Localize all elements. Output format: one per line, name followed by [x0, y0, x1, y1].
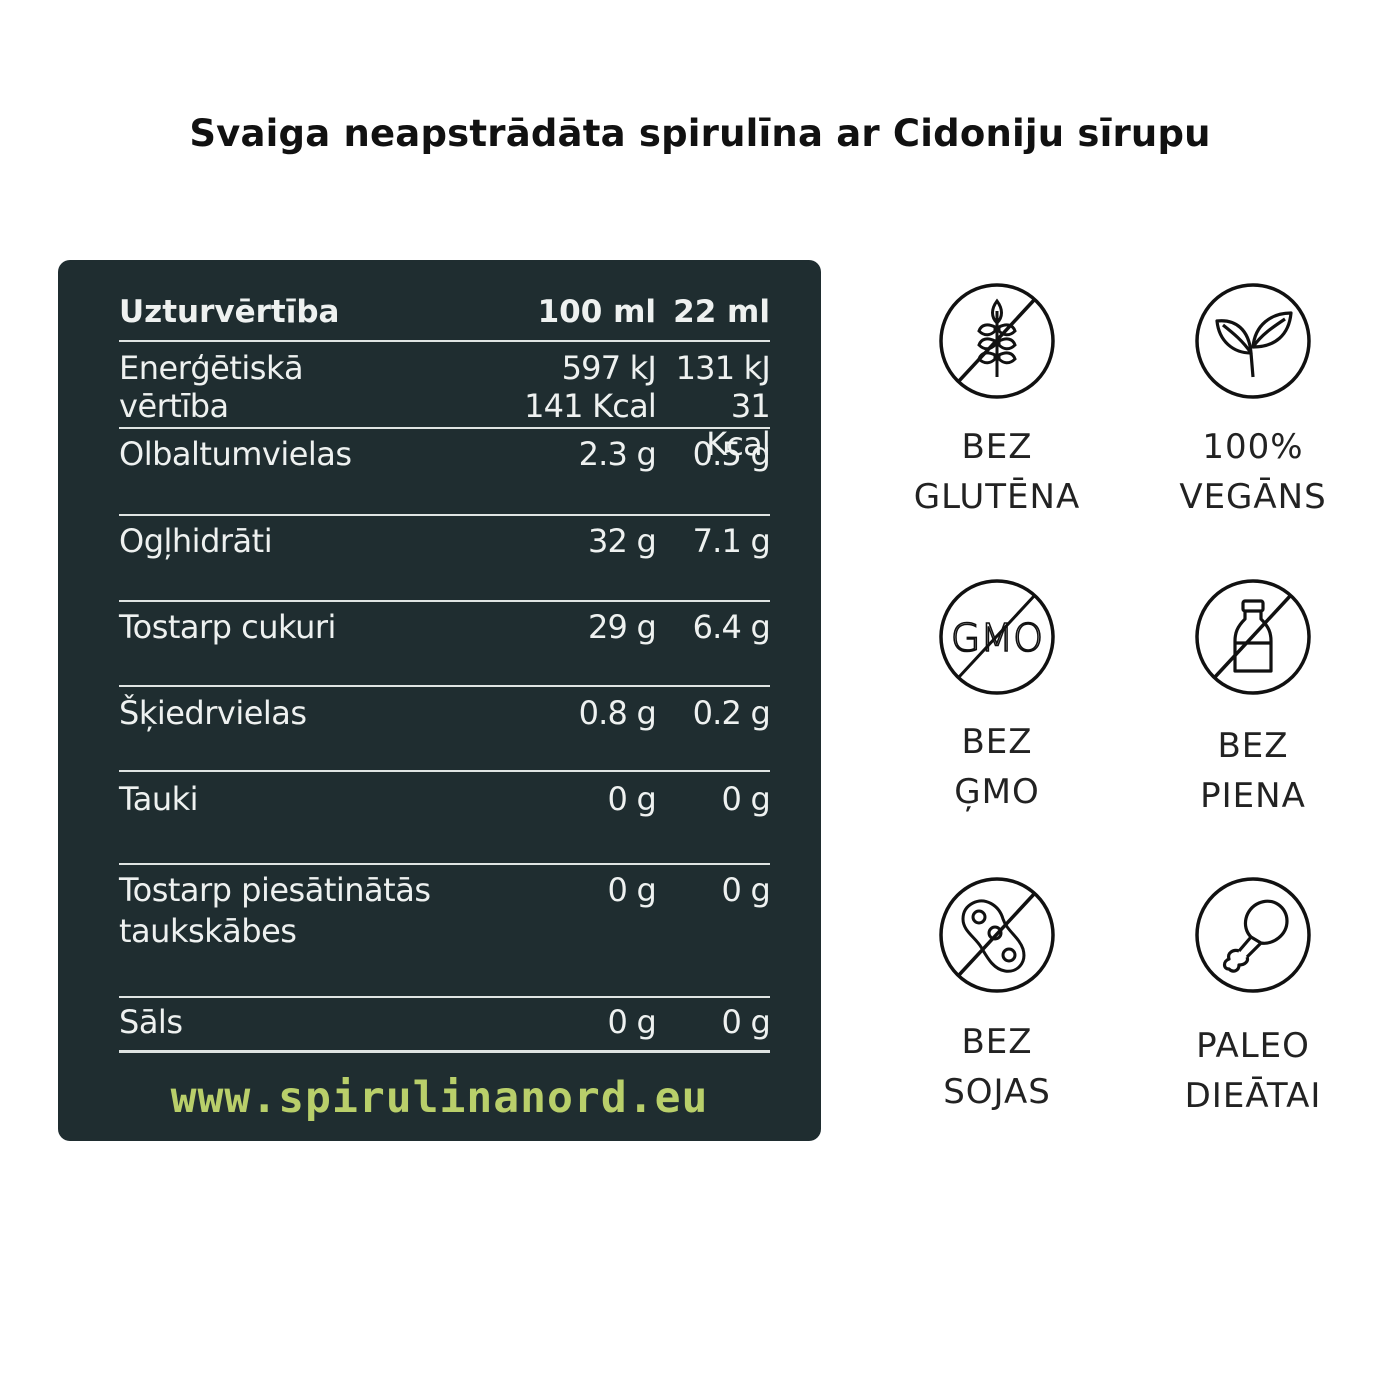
badge-paleo: PALEO DIEĀTAI [1133, 875, 1373, 1121]
badge-caption-line2: GLUTĒNA [913, 477, 1081, 517]
badge-vegan: 100% VEGĀNS [1133, 281, 1373, 522]
table-row: Sāls 0 g 0 g [119, 1003, 771, 1043]
gmo-icon-text: GMO [951, 616, 1043, 660]
badge-caption-line1: BEZ [1217, 726, 1289, 766]
row-value-100ml: 2.3 g [578, 435, 657, 473]
divider [119, 600, 770, 602]
row-label-line1: Tostarp piesātinātās [119, 871, 431, 909]
badge-dairy-free: BEZ PIENA [1133, 577, 1373, 821]
leaf-icon [1195, 283, 1311, 399]
table-row: Šķiedrvielas 0.8 g 0.2 g [119, 694, 771, 734]
gmo-free-icon: GMO [939, 579, 1055, 695]
badge-caption-line2: DIEĀTAI [1184, 1076, 1322, 1116]
divider [119, 340, 770, 342]
row-label: Olbaltumvielas [119, 435, 352, 473]
table-row: Tostarp cukuri 29 g 6.4 g [119, 608, 771, 648]
energy-label-line2: vērtība [119, 387, 229, 425]
divider [119, 996, 770, 998]
header-label: Uzturvērtība [119, 294, 340, 330]
row-value-100ml: 0 g [607, 871, 657, 909]
table-header: Uzturvērtība 100 ml 22 ml [119, 293, 770, 333]
row-value-22ml: 0.5 g [692, 435, 771, 473]
badge-caption-line2: PIENA [1200, 776, 1306, 816]
row-value-22ml: 6.4 g [692, 608, 771, 646]
nutrition-panel [58, 260, 821, 1141]
chicken-leg-icon [1195, 877, 1311, 993]
table-row-energy: Enerģētiskā vērtība 597 kJ 131 kJ 141 Kc… [119, 349, 771, 463]
gluten-free-icon [939, 283, 1055, 399]
badge-caption-line1: BEZ [961, 427, 1033, 467]
soy-free-icon [939, 877, 1055, 993]
energy-kj-22ml: 131 kJ [675, 349, 771, 387]
row-label: Šķiedrvielas [119, 694, 307, 732]
badge-gluten-free: BEZ GLUTĒNA [877, 281, 1117, 522]
row-value-22ml: 0 g [721, 780, 771, 818]
table-row: Ogļhidrāti 32 g 7.1 g [119, 522, 771, 562]
row-label: Tauki [119, 780, 199, 818]
row-value-100ml: 0.8 g [578, 694, 657, 732]
divider [119, 770, 770, 772]
row-value-100ml: 0 g [607, 780, 657, 818]
row-value-100ml: 29 g [587, 608, 657, 646]
row-value-100ml: 32 g [587, 522, 657, 560]
badge-caption-line1: 100% [1202, 427, 1304, 467]
row-value-22ml: 7.1 g [692, 522, 771, 560]
divider [119, 685, 770, 687]
table-row: Tostarp piesātinātās taukskābes 0 g 0 g [119, 871, 771, 951]
badge-caption-line1: BEZ [961, 722, 1033, 762]
website-link[interactable]: www.spirulinanord.eu [170, 1073, 709, 1123]
badge-caption-line2: SOJAS [943, 1072, 1051, 1112]
row-label: Ogļhidrāti [119, 522, 273, 560]
badge-caption-line1: BEZ [961, 1022, 1033, 1062]
dairy-free-icon [1195, 579, 1311, 695]
row-value-22ml: 0 g [721, 1003, 771, 1041]
energy-label-line1: Enerģētiskā [119, 349, 304, 387]
energy-kcal-100ml: 141 Kcal [524, 387, 657, 425]
page-title: Svaiga neapstrādāta spirulīna ar Cidonij… [189, 112, 1211, 155]
row-label: Sāls [119, 1003, 183, 1041]
row-value-100ml: 0 g [607, 1003, 657, 1041]
row-value-22ml: 0.2 g [692, 694, 771, 732]
table-row: Olbaltumvielas 2.3 g 0.5 g [119, 435, 771, 475]
table-row: Tauki 0 g 0 g [119, 780, 771, 820]
badge-caption-line1: PALEO [1196, 1026, 1310, 1066]
row-label: Tostarp cukuri [119, 608, 336, 646]
badge-caption-line2: VEGĀNS [1179, 477, 1327, 517]
badge-soy-free: BEZ SOJAS [877, 875, 1117, 1117]
row-value-22ml: 0 g [721, 871, 771, 909]
badge-gmo-free: GMO BEZ ĢMO [877, 577, 1117, 817]
header-col-22ml: 22 ml [673, 294, 770, 330]
divider [119, 427, 770, 429]
divider [119, 514, 770, 516]
energy-kcal-22ml: 31 Kcal [706, 387, 771, 463]
header-col-100ml: 100 ml [537, 294, 656, 330]
row-label-line2: taukskābes [119, 912, 297, 950]
divider [119, 1050, 770, 1053]
divider [119, 863, 770, 865]
badge-caption-line2: ĢMO [954, 772, 1040, 812]
energy-kj-100ml: 597 kJ [561, 349, 657, 387]
